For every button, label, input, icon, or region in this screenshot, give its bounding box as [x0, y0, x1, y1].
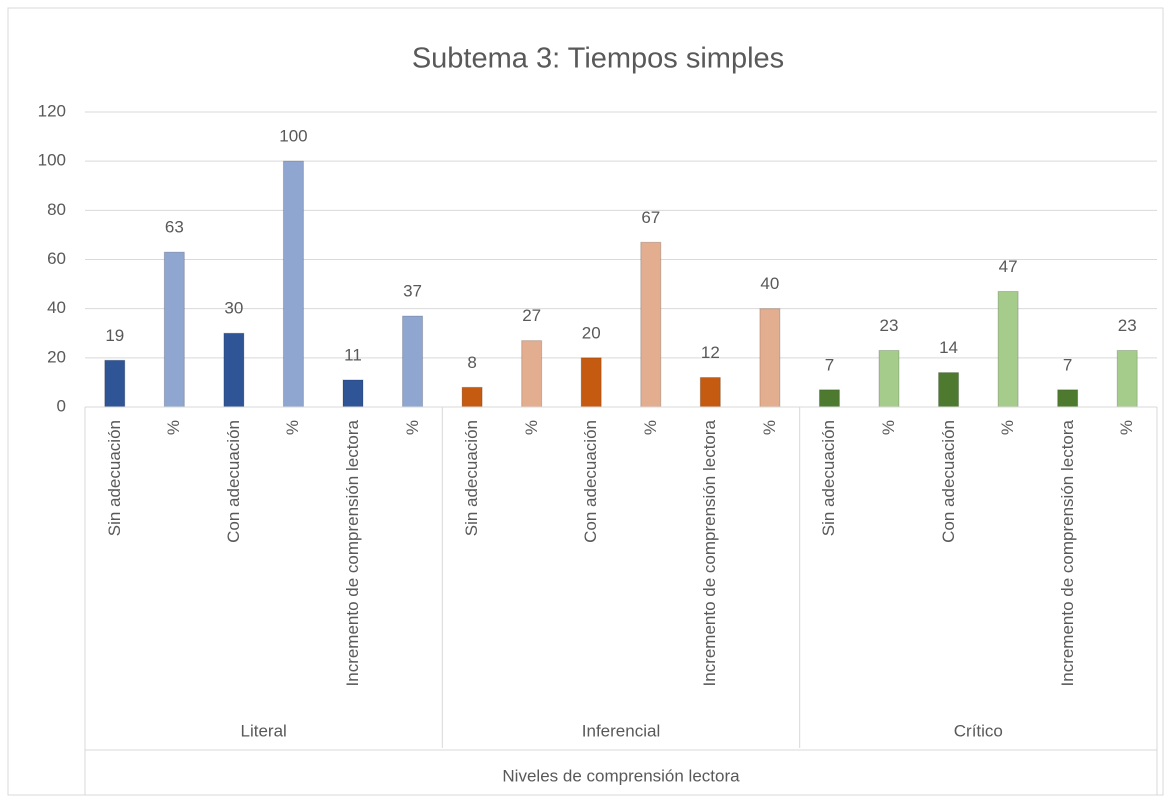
bar [580, 357, 602, 408]
x-tick-label: % [164, 420, 184, 436]
bar [699, 377, 721, 408]
x-tick-label: % [1117, 420, 1137, 436]
bar [163, 251, 185, 408]
x-tick-label: % [998, 420, 1018, 436]
bar [759, 308, 781, 408]
x-axis-title: Niveles de comprensión lectora [502, 766, 740, 785]
chart-title: Subtema 3: Tiempos simples [412, 43, 784, 75]
x-tick-label: Sin adecuación [462, 420, 482, 537]
x-tick-label: % [402, 420, 422, 436]
bar [521, 340, 543, 408]
bar [402, 315, 424, 408]
data-label: 11 [344, 345, 362, 364]
data-label: 27 [522, 306, 541, 325]
x-tick-label: Incremento de comprensión lectora [1057, 420, 1077, 687]
data-label: 23 [1118, 316, 1137, 335]
bar [461, 386, 483, 408]
x-tick-label: % [521, 420, 541, 436]
x-tick-label: Incremento de comprensión lectora [700, 420, 720, 687]
bar [640, 241, 662, 408]
data-label: 20 [582, 323, 601, 342]
group-label: Literal [241, 721, 287, 740]
x-tick-label: Incremento de comprensión lectora [343, 420, 362, 687]
y-tick-label: 0 [57, 396, 66, 415]
data-label: 7 [825, 355, 834, 374]
bar [104, 359, 126, 408]
bar [1057, 389, 1079, 408]
bar [997, 290, 1019, 408]
y-tick-label: 40 [47, 298, 66, 317]
group-label: Inferencial [582, 721, 660, 740]
x-tick-label: Con adecuación [223, 420, 243, 543]
x-tick-label: % [879, 420, 898, 436]
y-tick-label: 80 [47, 200, 66, 219]
bar [342, 379, 364, 408]
bar [878, 349, 900, 408]
x-tick-label: % [640, 420, 660, 436]
data-label: 19 [105, 326, 124, 345]
data-label: 14 [939, 338, 958, 357]
x-tick-label: Con adecuación [938, 420, 958, 543]
data-label: 12 [701, 343, 720, 362]
data-label: 7 [1063, 355, 1072, 374]
y-tick-label: 100 [38, 151, 66, 170]
data-label: 37 [403, 282, 422, 301]
bar [1116, 349, 1138, 408]
data-label: 30 [224, 299, 243, 318]
x-tick-label: Con adecuación [581, 420, 601, 543]
data-label: 23 [880, 316, 899, 335]
bar [818, 389, 840, 408]
bar [223, 332, 245, 408]
y-tick-label: 120 [38, 101, 66, 120]
bar [938, 372, 960, 408]
x-tick-label: Sin adecuación [104, 420, 124, 537]
data-label: 67 [641, 208, 660, 227]
x-tick-label: Sin adecuación [819, 420, 839, 537]
data-label: 8 [467, 353, 476, 372]
data-label: 100 [279, 127, 307, 146]
x-tick-label: % [283, 420, 303, 436]
y-tick-label: 20 [47, 347, 66, 366]
group-label: Crítico [954, 721, 1003, 740]
y-tick-label: 60 [47, 249, 66, 268]
bar [282, 160, 304, 408]
x-tick-label: % [759, 420, 779, 436]
data-label: 63 [165, 218, 184, 237]
data-label: 40 [760, 274, 779, 293]
data-label: 47 [999, 257, 1018, 276]
